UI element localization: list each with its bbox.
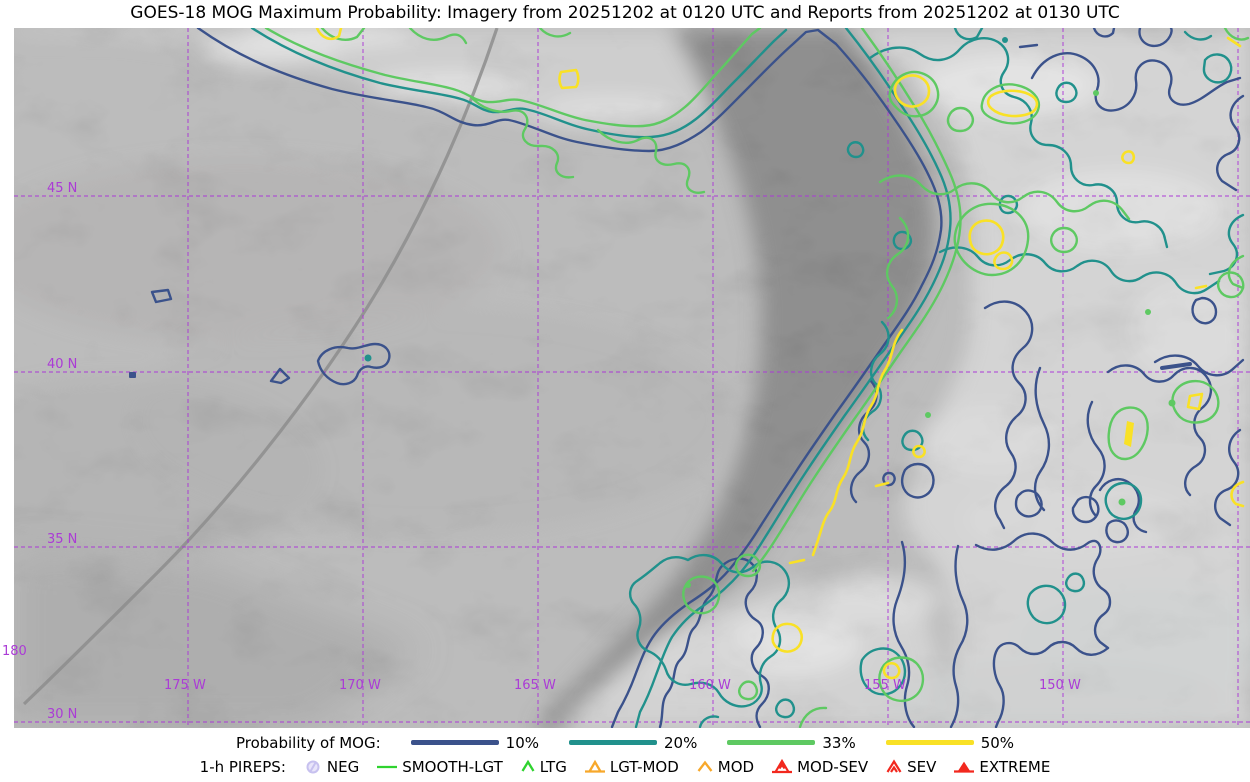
neg-no-symbol-icon <box>306 760 320 773</box>
satellite-seam-line <box>22 28 499 706</box>
legend-label-ltg: LTG <box>539 757 567 776</box>
legend-label-smooth-lgt: SMOOTH-LGT <box>402 757 503 776</box>
cloud-texture <box>14 28 1250 728</box>
pireps-legend-label: 1-h PIREPS: <box>199 757 286 776</box>
lon-label-180: 180 <box>2 644 27 659</box>
legend-item-10pct: 10% <box>410 733 540 752</box>
contour-swatch-10pct <box>410 740 499 745</box>
legend-label-20pct: 20% <box>664 733 698 752</box>
contour-swatch-50pct <box>885 740 974 745</box>
legend-item-extreme: EXTREME <box>952 758 1050 776</box>
legend-item-mod: MOD <box>695 758 754 776</box>
extreme-filled-triangle-icon <box>954 761 975 773</box>
lgt-mod-caret-base-icon <box>584 759 605 773</box>
probability-legend-label: Probability of MOG: <box>235 733 381 752</box>
lat-label-35n: 35 N <box>47 532 77 547</box>
extreme-triangle-fill <box>957 761 972 772</box>
smooth-lgt-line-icon <box>377 765 398 768</box>
contour-swatch-33pct <box>727 740 816 745</box>
pireps-legend: 1-h PIREPS: NEG SMOOTH-LGT LTG LGT-MOD <box>0 755 1250 778</box>
legend-item-mod-sev: MOD-SEV <box>770 758 868 776</box>
contour-swatch-20pct <box>569 740 658 745</box>
legend-label-50pct: 50% <box>980 733 1015 752</box>
legend-label-sev: SEV <box>907 757 937 776</box>
sev-nested-caret-icon <box>886 758 902 773</box>
legend-item-ltg: LTG <box>519 758 567 776</box>
latlon-gridlines <box>14 28 1250 728</box>
legend-item-20pct: 20% <box>569 734 697 752</box>
legend-item-sev: SEV <box>884 758 936 776</box>
legend-item-neg: NEG <box>302 758 359 776</box>
lon-label-150w: 150 W <box>1039 678 1081 693</box>
lon-label-175w: 175 W <box>164 678 206 693</box>
legend-label-33pct: 33% <box>822 733 856 752</box>
lon-label-160w: 160 W <box>689 678 731 693</box>
mod-caret-icon <box>697 760 713 772</box>
legend-label-neg: NEG <box>326 757 360 776</box>
contour-33pct <box>264 28 1250 728</box>
legend-label-10pct: 10% <box>505 733 540 752</box>
legend-item-lgt-mod: LGT-MOD <box>583 758 679 776</box>
contour-50pct <box>315 28 1245 680</box>
legend-label-lgt-mod: LGT-MOD <box>609 757 679 776</box>
contour-20pct <box>250 28 1245 728</box>
legend-item-smooth-lgt: SMOOTH-LGT <box>375 758 503 776</box>
legend-label-extreme: EXTREME <box>979 757 1051 776</box>
mod-sev-nested-caret-base-icon <box>772 758 793 773</box>
lat-label-30n: 30 N <box>47 707 77 722</box>
lat-label-40n: 40 N <box>47 357 77 372</box>
probability-legend: Probability of MOG: 10% 20% 33% 50% <box>0 731 1250 754</box>
lon-label-170w: 170 W <box>339 678 381 693</box>
ltg-caret-icon <box>521 759 535 772</box>
legend-label-mod-sev: MOD-SEV <box>797 757 869 776</box>
legend-label-mod: MOD <box>717 757 755 776</box>
page-title: GOES-18 MOG Maximum Probability: Imagery… <box>130 3 1120 23</box>
lon-label-155w: 155 W <box>864 678 906 693</box>
satellite-imagery <box>14 28 1250 728</box>
grid-labels: 45 N 40 N 35 N 30 N 180 175 W 170 W 165 … <box>2 181 1081 722</box>
lon-label-165w: 165 W <box>514 678 556 693</box>
legend-item-33pct: 33% <box>727 733 856 752</box>
legend-item-50pct: 50% <box>885 733 1015 752</box>
lat-label-45n: 45 N <box>47 181 77 196</box>
